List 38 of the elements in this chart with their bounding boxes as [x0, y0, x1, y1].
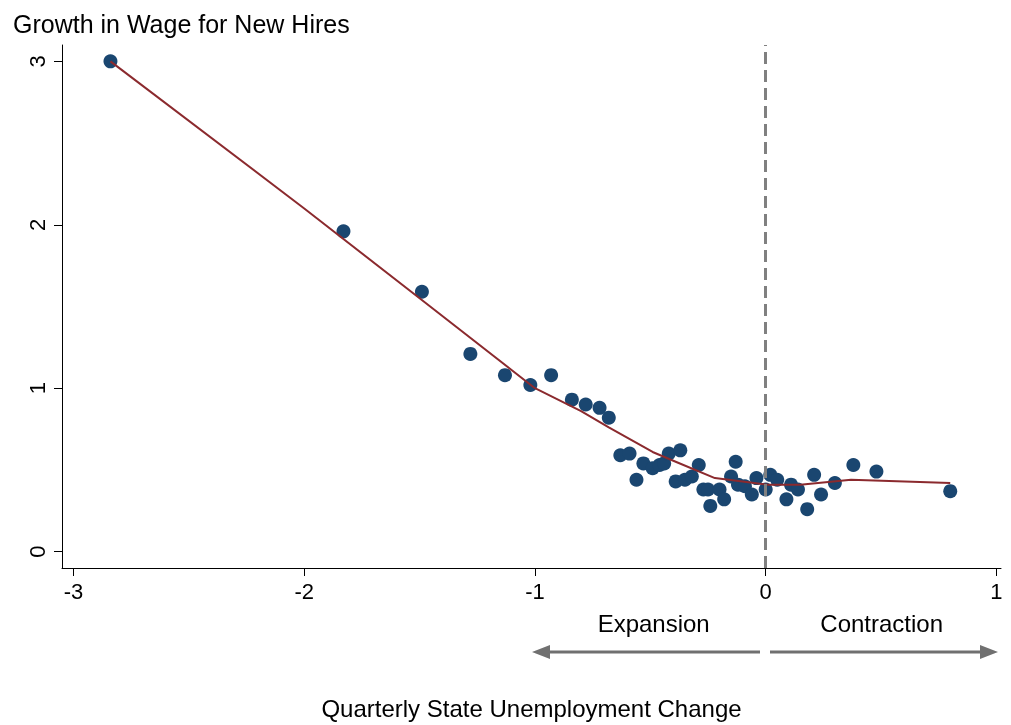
point	[728, 454, 743, 469]
point	[497, 368, 512, 383]
x-tick-label: -2	[294, 578, 315, 604]
x-tick-label: -3	[63, 578, 84, 604]
point	[684, 469, 699, 484]
point	[414, 284, 429, 299]
x-tick-label: -1	[525, 578, 545, 604]
point	[814, 487, 829, 502]
point	[592, 400, 607, 415]
point	[703, 498, 718, 513]
point	[800, 502, 815, 517]
y-tick-label: 0	[24, 545, 50, 558]
x-axis-title: Quarterly State Unemployment Change	[321, 694, 742, 722]
point	[622, 446, 637, 461]
y-tick-label: 1	[24, 382, 50, 395]
point	[336, 224, 351, 239]
point	[691, 458, 706, 473]
point	[463, 346, 478, 361]
point	[869, 464, 884, 479]
point	[673, 443, 688, 458]
text: Contraction	[820, 610, 944, 638]
point	[601, 410, 616, 425]
y-tick-label: 2	[24, 218, 50, 231]
chart-title: Growth in Wage for New Hires	[13, 9, 350, 38]
point	[578, 397, 593, 412]
x-tick-label: 0	[759, 578, 772, 604]
point	[629, 472, 644, 487]
point	[544, 368, 559, 383]
point	[717, 492, 732, 507]
point	[846, 458, 861, 473]
point	[779, 492, 794, 507]
point	[807, 467, 822, 482]
point	[744, 487, 759, 502]
y-tick-label: 3	[24, 55, 50, 68]
point	[564, 392, 579, 407]
text: Expansion	[597, 610, 710, 638]
x-tick-label: 1	[990, 578, 1003, 604]
point	[943, 484, 958, 499]
